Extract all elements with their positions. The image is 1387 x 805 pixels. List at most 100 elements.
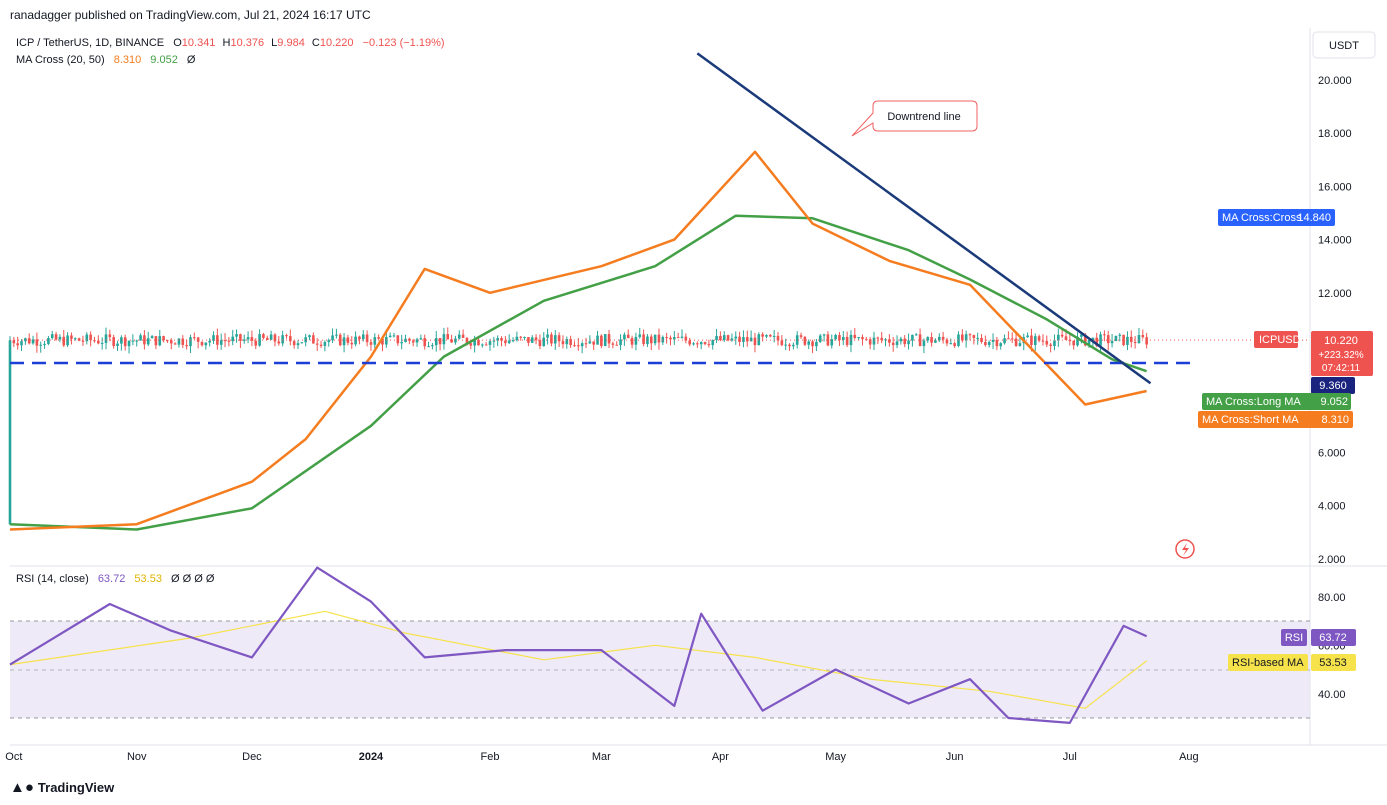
tag-short-value: 8.310 xyxy=(1321,414,1349,426)
candle-body xyxy=(242,339,246,341)
candle-body xyxy=(70,335,73,339)
candle-body xyxy=(972,335,976,339)
candle-body xyxy=(423,338,427,347)
candle-body xyxy=(116,343,119,346)
y-tick-label: 14.000 xyxy=(1318,235,1352,247)
candle-body xyxy=(795,335,799,345)
candle-body xyxy=(646,336,649,345)
candle-body xyxy=(388,335,392,338)
price-pane[interactable] xyxy=(10,28,1310,566)
candle-body xyxy=(442,334,446,345)
candle-body xyxy=(469,343,473,346)
candle-body xyxy=(592,341,595,345)
tag-countdown: 07:42:11 xyxy=(1322,363,1361,374)
candle-body xyxy=(815,341,818,347)
candle-body xyxy=(1026,335,1029,338)
candle-body xyxy=(381,338,384,345)
candle-body xyxy=(492,340,496,342)
candle-body xyxy=(185,344,188,347)
candle-body xyxy=(419,338,423,340)
candle-body xyxy=(231,336,235,342)
candle-body xyxy=(1083,334,1087,346)
candle-body xyxy=(254,340,258,346)
symbol-legend[interactable]: ICP / TetherUS, 1D, BINANCE O10.341 H10.… xyxy=(16,37,445,49)
candle-body xyxy=(749,337,753,342)
y-tick-label: 12.000 xyxy=(1318,288,1352,300)
candle-body xyxy=(1041,340,1045,342)
candle-body xyxy=(193,337,196,339)
candle-body xyxy=(776,335,780,341)
candle-body xyxy=(769,335,772,337)
candle-body xyxy=(1037,336,1041,341)
tradingview-logo-icon: ▲● xyxy=(10,779,34,796)
candle-body xyxy=(216,335,219,345)
candle-body xyxy=(43,343,46,345)
candle-body xyxy=(557,335,561,342)
candle-body xyxy=(964,334,968,341)
candle-body xyxy=(481,344,484,346)
candle-body xyxy=(1099,334,1102,346)
candle-body xyxy=(949,343,953,345)
candle-body xyxy=(361,334,365,340)
tag-ma-cross-label: MA Cross:Cross xyxy=(1222,212,1302,224)
tradingview-logo[interactable]: ▲● TradingView xyxy=(10,779,114,796)
candle-body xyxy=(738,336,741,342)
candle-body xyxy=(62,336,66,346)
tag-rsi-value: 63.72 xyxy=(1319,632,1347,644)
candle-body xyxy=(811,341,814,347)
candle-body xyxy=(826,334,830,346)
rsi-tick-label: 40.00 xyxy=(1318,689,1346,701)
candle-body xyxy=(1007,338,1010,340)
candle-body xyxy=(415,339,419,343)
candle-body xyxy=(619,339,622,346)
candle-body xyxy=(1129,336,1133,342)
candle-body xyxy=(139,335,142,341)
candle-body xyxy=(434,338,438,346)
candle-body xyxy=(607,334,611,344)
candle-body xyxy=(984,341,987,346)
candle-body xyxy=(688,340,691,345)
downtrend-callout[interactable]: Downtrend line xyxy=(851,100,978,137)
candle-body xyxy=(1133,341,1137,344)
candle-body xyxy=(1114,335,1118,342)
lightning-icon[interactable] xyxy=(1175,539,1195,559)
rsi-line xyxy=(9,566,1148,724)
candle-body xyxy=(1010,338,1014,340)
candle-body xyxy=(818,335,822,342)
tag-last-price-value: 10.220 xyxy=(1324,335,1358,347)
tag-short-ma: MA Cross:Short MA 8.310 xyxy=(1198,411,1353,428)
candle-body xyxy=(784,344,787,346)
currency-button[interactable] xyxy=(1312,31,1376,59)
candle-body xyxy=(200,341,204,346)
tag-rsi: RSI 63.72 xyxy=(1281,629,1356,646)
candle-body xyxy=(523,337,526,339)
candle-body xyxy=(304,337,307,343)
candle-body xyxy=(477,339,480,346)
ma-legend[interactable]: MA Cross (20, 50) 8.310 9.052 Ø xyxy=(16,54,196,66)
downtrend-line[interactable] xyxy=(696,52,1152,385)
publish-header: ranadagger published on TradingView.com,… xyxy=(10,8,371,22)
candle-body xyxy=(158,336,162,346)
tag-rsi-ma-label: RSI-based MA xyxy=(1232,657,1304,669)
candle-body xyxy=(550,334,553,344)
candle-body xyxy=(77,338,81,341)
candle-body xyxy=(166,340,169,342)
candle-body xyxy=(181,338,185,345)
tag-long-ma: MA Cross:Long MA 9.052 xyxy=(1202,393,1351,410)
x-tick-label: Mar xyxy=(592,751,611,763)
y-tick-label: 4.000 xyxy=(1318,501,1346,513)
candle-body xyxy=(8,340,12,525)
candle-body xyxy=(530,337,534,343)
x-tick-label: Dec xyxy=(242,751,262,763)
candle-body xyxy=(891,342,895,346)
candle-body xyxy=(488,341,492,345)
candle-body xyxy=(745,337,749,342)
candle-body xyxy=(926,337,930,341)
candle-body xyxy=(89,334,92,341)
candle-body xyxy=(39,344,43,346)
candle-body xyxy=(511,340,515,342)
candle-body xyxy=(642,334,645,345)
rsi-legend[interactable]: RSI (14, close) 63.72 53.53 Ø Ø Ø Ø xyxy=(16,573,215,585)
candle-body xyxy=(404,338,407,343)
